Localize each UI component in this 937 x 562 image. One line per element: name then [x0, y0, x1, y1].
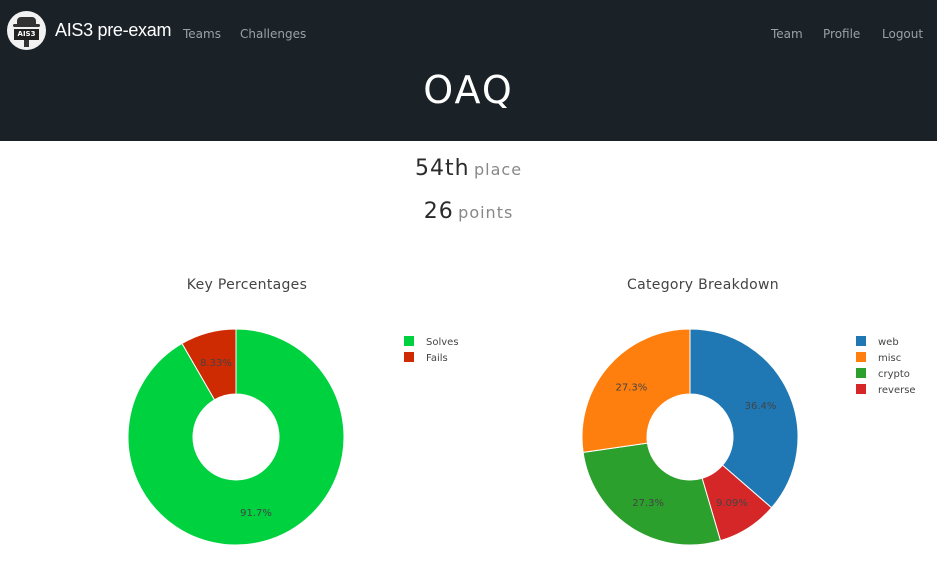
- place-stat: 54th place: [0, 156, 937, 181]
- slice-solves[interactable]: [127, 328, 345, 546]
- legend-label-solves[interactable]: Solves: [426, 337, 459, 348]
- place-label: place: [473, 160, 523, 179]
- nav-link-profile[interactable]: Profile: [823, 27, 861, 41]
- legend-swatch-fails[interactable]: [404, 352, 414, 362]
- slice-fails[interactable]: [181, 328, 237, 401]
- nav-link-logout[interactable]: Logout: [882, 27, 924, 41]
- chart-title-key-percentages: Key Percentages: [186, 277, 308, 293]
- points-value: 26: [423, 199, 454, 224]
- legend-swatch-web[interactable]: [856, 336, 866, 346]
- legend-label-reverse[interactable]: reverse: [878, 385, 916, 396]
- nav-link-team[interactable]: Team: [771, 27, 803, 41]
- brand-name[interactable]: AIS3 pre-exam: [55, 20, 172, 40]
- slice-label-solves: 91.7%: [240, 508, 272, 519]
- slice-web[interactable]: [689, 328, 799, 509]
- legend-swatch-crypto[interactable]: [856, 368, 866, 378]
- slice-label-reverse: 9.09%: [716, 498, 748, 509]
- slice-label-fails: 8.33%: [200, 358, 232, 369]
- place-value: 54th: [414, 156, 470, 181]
- legend-swatch-reverse[interactable]: [856, 384, 866, 394]
- points-label: points: [458, 203, 514, 222]
- slice-label-misc: 27.3%: [616, 382, 648, 393]
- legend-label-fails[interactable]: Fails: [426, 353, 448, 364]
- points-stat: 26 points: [0, 199, 937, 224]
- brand[interactable]: AIS3 AIS3 pre-exam: [7, 11, 171, 50]
- legend-label-crypto[interactable]: crypto: [878, 369, 910, 380]
- legend-label-web[interactable]: web: [878, 337, 899, 348]
- legend-swatch-misc[interactable]: [856, 352, 866, 362]
- logo-text: AIS3: [14, 29, 39, 40]
- slice-label-web: 36.4%: [745, 401, 777, 412]
- legend-swatch-solves[interactable]: [404, 336, 414, 346]
- logo-icon: AIS3: [7, 11, 46, 50]
- team-name: OAQ: [423, 68, 514, 112]
- slice-crypto[interactable]: [582, 442, 722, 546]
- chart-title-category-breakdown: Category Breakdown: [627, 277, 779, 293]
- nav-link-challenges[interactable]: Challenges: [240, 27, 307, 41]
- legend-label-misc[interactable]: misc: [878, 353, 901, 364]
- navbar: AIS3 AIS3 pre-exam Teams Challenges Team…: [0, 0, 937, 141]
- slice-misc[interactable]: [581, 328, 691, 453]
- nav-link-teams[interactable]: Teams: [183, 27, 221, 41]
- slice-label-crypto: 27.3%: [632, 498, 664, 509]
